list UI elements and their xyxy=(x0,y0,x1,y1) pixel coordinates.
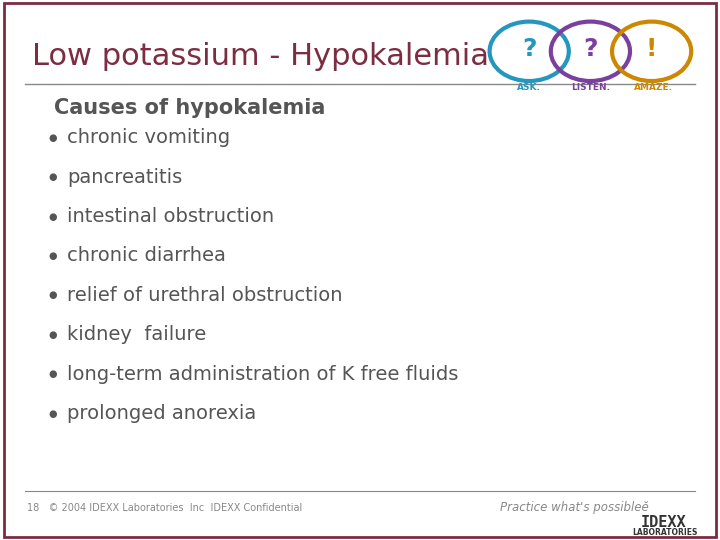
Text: LABORATORIES: LABORATORIES xyxy=(632,529,698,537)
Text: ASK.: ASK. xyxy=(517,83,541,92)
Text: !: ! xyxy=(646,37,657,60)
Text: ●: ● xyxy=(48,133,57,143)
Text: ●: ● xyxy=(48,291,57,300)
Text: long-term administration of K free fluids: long-term administration of K free fluid… xyxy=(67,364,459,384)
Text: Practice what's possibleĕ: Practice what's possibleĕ xyxy=(500,501,649,514)
Text: prolonged anorexia: prolonged anorexia xyxy=(67,404,256,423)
Text: 18   © 2004 IDEXX Laboratories  Inc  IDEXX Confidential: 18 © 2004 IDEXX Laboratories Inc IDEXX C… xyxy=(27,503,302,512)
Text: AMAZE.: AMAZE. xyxy=(634,83,672,92)
Text: ●: ● xyxy=(48,369,57,379)
Text: IDEXX: IDEXX xyxy=(641,515,686,530)
Text: ?: ? xyxy=(522,37,536,60)
Text: ●: ● xyxy=(48,251,57,261)
Text: chronic diarrhea: chronic diarrhea xyxy=(67,246,226,266)
Text: LISTEN.: LISTEN. xyxy=(571,83,610,92)
Text: ●: ● xyxy=(48,212,57,221)
Text: kidney  failure: kidney failure xyxy=(67,325,206,345)
Text: intestinal obstruction: intestinal obstruction xyxy=(67,207,274,226)
Text: relief of urethral obstruction: relief of urethral obstruction xyxy=(67,286,343,305)
Text: chronic vomiting: chronic vomiting xyxy=(67,128,230,147)
Text: ●: ● xyxy=(48,409,57,419)
Text: Causes of hypokalemia: Causes of hypokalemia xyxy=(54,98,325,118)
Text: ?: ? xyxy=(583,37,598,60)
Text: ●: ● xyxy=(48,330,57,340)
Text: ●: ● xyxy=(48,172,57,182)
Text: Low potassium - Hypokalemia: Low potassium - Hypokalemia xyxy=(32,42,490,71)
Text: pancreatitis: pancreatitis xyxy=(67,167,182,187)
